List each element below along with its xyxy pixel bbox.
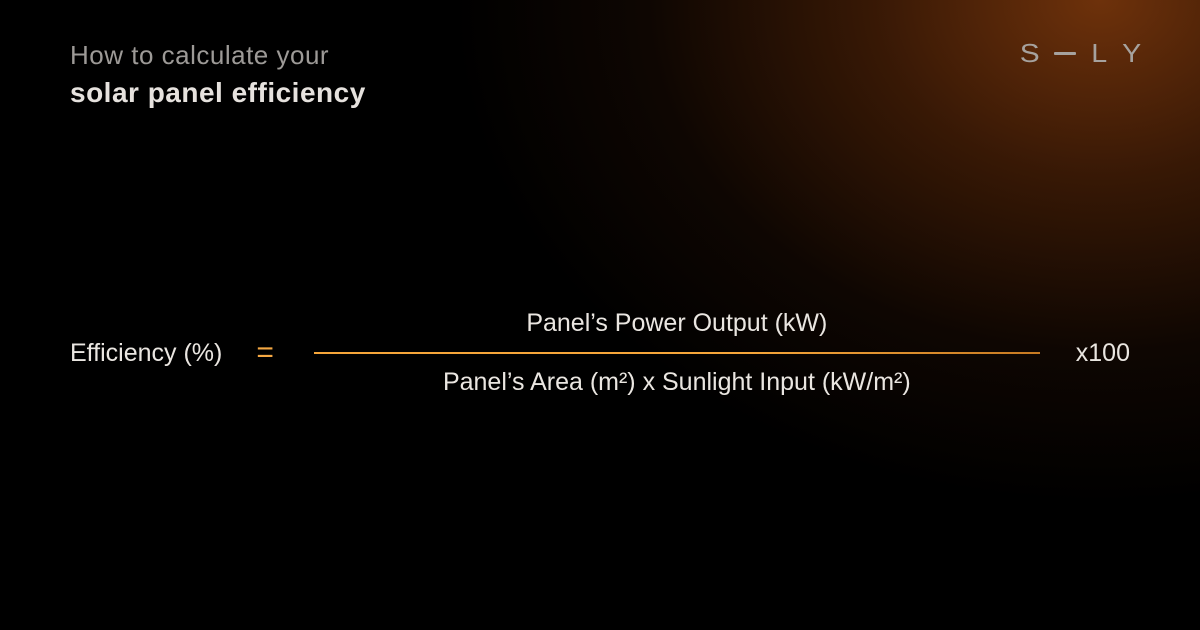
logo-letter-s: S xyxy=(1020,38,1040,69)
formula-lhs: Efficiency (%) xyxy=(70,339,222,368)
logo-letter-y: Y xyxy=(1122,38,1141,69)
content-area: How to calculate your solar panel effici… xyxy=(0,0,1200,630)
formula-numerator: Panel’s Power Output (kW) xyxy=(526,295,827,352)
formula-fraction: Panel’s Power Output (kW) Panel’s Area (… xyxy=(314,295,1040,411)
formula-multiplier: x100 xyxy=(1076,339,1130,368)
heading-block: How to calculate your solar panel effici… xyxy=(70,40,1130,109)
formula-denominator: Panel’s Area (m²) x Sunlight Input (kW/m… xyxy=(443,354,911,411)
heading-line-2: solar panel efficiency xyxy=(70,77,1130,109)
formula-equals: = xyxy=(256,336,274,370)
logo-dash-icon xyxy=(1054,52,1076,55)
brand-logo: S L Y xyxy=(1021,38,1140,69)
heading-line-1: How to calculate your xyxy=(70,40,1130,71)
logo-letter-l: L xyxy=(1091,38,1107,69)
efficiency-formula: Efficiency (%) = Panel’s Power Output (k… xyxy=(70,295,1130,411)
